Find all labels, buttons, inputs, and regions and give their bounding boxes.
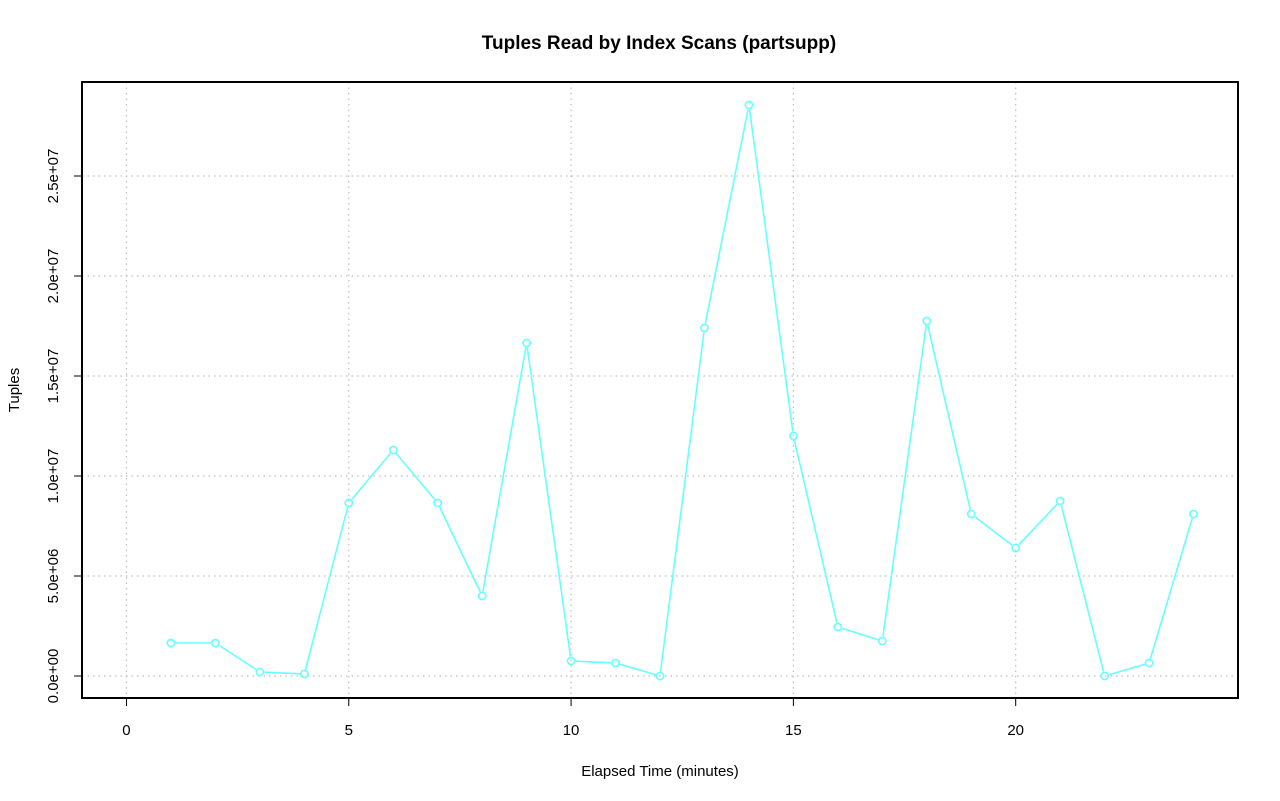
x-tick-label: 10	[563, 722, 580, 739]
data-point	[255, 667, 265, 677]
y-tick-label: 1.0e+07	[45, 449, 62, 504]
data-point	[833, 622, 843, 632]
series-line-segment	[619, 663, 656, 676]
data-point	[344, 498, 354, 508]
data-point	[922, 316, 932, 326]
series-line-segment	[841, 627, 879, 641]
data-point	[700, 323, 709, 333]
data-point	[299, 669, 309, 679]
data-point	[1100, 671, 1110, 681]
series-line-segment	[1149, 518, 1193, 659]
data-point	[477, 591, 487, 601]
series-line-segment	[351, 453, 391, 500]
data-point	[1144, 658, 1154, 668]
series-line-segment	[304, 507, 349, 670]
series-line-segment	[575, 660, 611, 664]
data-point	[744, 100, 754, 110]
series-line-segment	[264, 671, 300, 675]
y-tick-label: 2.0e+07	[45, 249, 62, 304]
data-point	[655, 671, 665, 681]
x-tick-label: 20	[1007, 722, 1024, 739]
y-axis-label: Tuples	[6, 368, 23, 412]
data-point	[1011, 543, 1021, 553]
series-line-segment	[438, 506, 481, 593]
data-point	[1055, 496, 1065, 506]
data-point	[210, 638, 220, 648]
data-point	[1189, 509, 1198, 519]
y-tick-label: 2.5e+07	[45, 149, 62, 204]
series-line-segment	[793, 440, 838, 623]
data-point	[877, 636, 887, 646]
series-line-segment	[526, 347, 572, 657]
data-point	[522, 338, 532, 348]
series-line-segment	[395, 453, 436, 500]
data-point	[166, 638, 176, 648]
series-line-segment	[1108, 663, 1145, 676]
series-line-segment	[748, 109, 794, 432]
series-layer	[166, 100, 1198, 681]
series-line-segment	[218, 644, 257, 671]
grid-layer	[82, 82, 1238, 698]
x-axis-label: Elapsed Time (minutes)	[581, 763, 739, 780]
series-line-segment	[659, 332, 705, 672]
series-line-segment	[704, 109, 749, 324]
series-line-segment	[882, 325, 927, 637]
series-line-segment	[927, 325, 971, 510]
series-line-segment	[974, 516, 1013, 546]
y-tick-label: 1.5e+07	[45, 349, 62, 404]
series-line-segment	[1018, 503, 1058, 546]
data-point	[433, 498, 443, 508]
y-tick-label: 0.0e+00	[45, 649, 62, 704]
x-tick-label: 5	[345, 722, 353, 739]
axis-layer: 0 5 10 15 20 0.0e+00 5.0e+06 1.0e+07 1.5e+07 2.0e…	[45, 149, 1024, 739]
chart-title: Tuples Read by Index Scans (partsupp)	[482, 33, 836, 54]
data-point	[966, 509, 976, 519]
series-line-segment	[482, 347, 527, 592]
x-tick-label: 15	[785, 722, 802, 739]
data-point	[566, 656, 576, 666]
x-tick-label: 0	[122, 722, 130, 739]
data-point	[788, 431, 798, 441]
data-point	[388, 445, 398, 455]
data-point	[611, 658, 620, 668]
y-tick-label: 5.0e+06	[45, 549, 62, 604]
series-line-segment	[1060, 505, 1105, 672]
plot-frame	[81, 81, 1239, 699]
